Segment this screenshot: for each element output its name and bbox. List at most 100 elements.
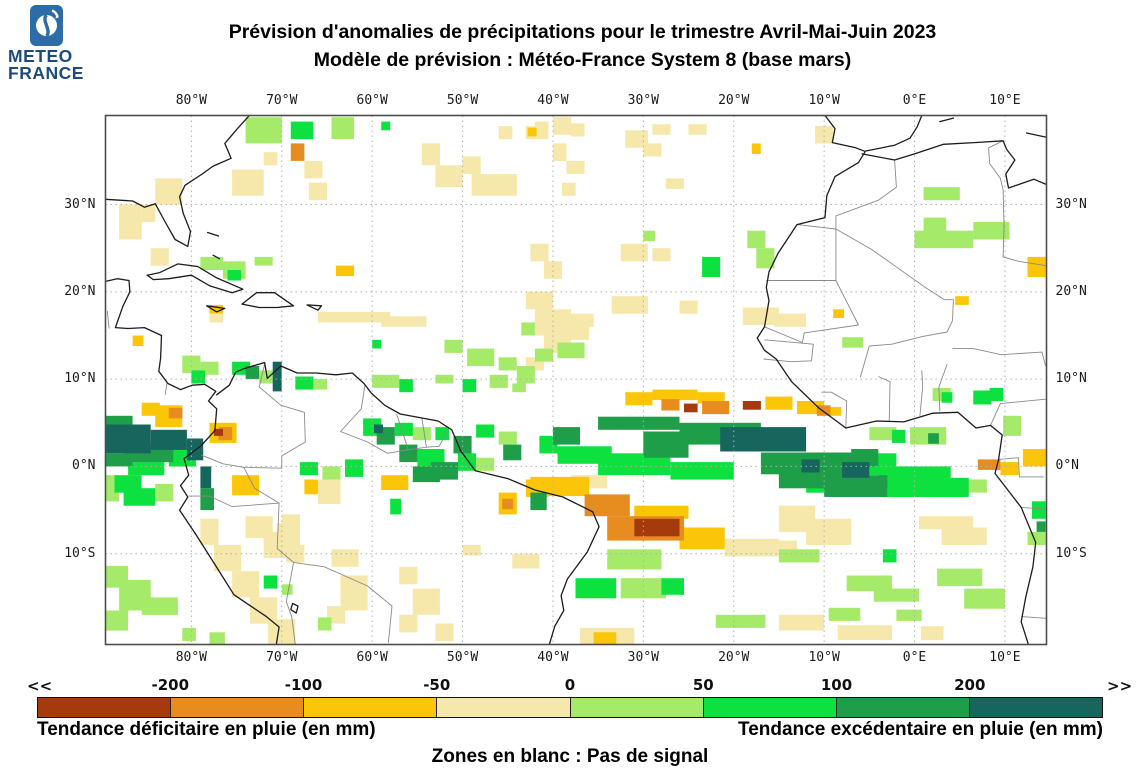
anomaly-cell	[336, 265, 355, 277]
anomaly-cell	[200, 518, 219, 545]
colorbar-segment	[569, 698, 703, 717]
anomaly-cell	[313, 379, 327, 390]
anomaly-cell	[815, 126, 834, 144]
anomaly-cell	[973, 390, 992, 405]
anomaly-cell	[620, 243, 648, 262]
anomaly-cell	[720, 427, 807, 452]
anomaly-cell	[1000, 462, 1019, 476]
anomaly-cell	[263, 152, 278, 166]
colorbar-segment	[170, 698, 304, 717]
legend-deficit-label: Tendance déficitaire en pluie (en mm)	[37, 719, 376, 740]
legend-excess-label: Tendance excédentaire en pluie (en mm)	[738, 719, 1103, 740]
title-block: Prévision d'anomalies de précipitations …	[110, 18, 1055, 74]
anomaly-cell	[462, 156, 481, 174]
anomaly-cell	[182, 355, 201, 374]
anomaly-cell	[209, 632, 225, 645]
lon-tick-top: 10°W	[808, 93, 840, 108]
colorbar-tick-label: 50	[692, 676, 714, 694]
country-border	[764, 280, 859, 343]
no-signal-note: Zones en blanc : Pas de signal	[431, 746, 709, 767]
lon-tick-bottom: 10°W	[808, 650, 840, 665]
country-border	[340, 385, 449, 454]
anomaly-cell	[778, 470, 834, 489]
anomaly-cell	[611, 296, 648, 314]
page-subtitle: Modèle de prévision : Météo-France Syste…	[313, 49, 852, 71]
anomaly-cell	[973, 222, 1010, 240]
anomaly-cell	[562, 182, 576, 196]
country-border	[835, 159, 897, 217]
anomaly-cell	[317, 617, 332, 631]
anomaly-cell	[502, 498, 514, 510]
country-border	[1021, 616, 1047, 619]
country-border	[164, 382, 168, 395]
lat-tick-left: 20°N	[64, 283, 96, 299]
anomaly-cell	[527, 127, 537, 137]
anomaly-cell	[340, 575, 368, 611]
anomaly-cell	[679, 300, 698, 314]
anomaly-cell	[498, 357, 517, 371]
anomaly-cell	[625, 130, 648, 148]
anomaly-cell	[643, 431, 689, 458]
coastline	[206, 231, 220, 237]
anomaly-cell	[552, 143, 567, 161]
anomaly-cell	[702, 256, 721, 277]
anomaly-cell	[530, 243, 549, 262]
country-border	[106, 310, 110, 329]
anomaly-cell	[476, 457, 495, 471]
anomaly-cell	[964, 588, 1005, 609]
colorbar-tick-label: 200	[954, 676, 986, 694]
anomaly-cell	[263, 575, 278, 589]
lon-tick-top: 20°W	[718, 93, 750, 108]
anomaly-cell	[232, 475, 260, 496]
anomaly-cell	[557, 313, 594, 327]
anomaly-cell	[806, 518, 852, 545]
anomaly-cell	[941, 392, 953, 403]
anomaly-cell	[308, 182, 327, 201]
anomaly-cell	[476, 424, 495, 438]
anomaly-cell	[846, 575, 892, 592]
coastline	[146, 263, 244, 294]
country-border	[396, 413, 409, 450]
lon-tick-bottom: 30°W	[627, 650, 659, 665]
lat-tick-right: 20°N	[1055, 283, 1087, 299]
anomaly-cell	[571, 123, 585, 137]
anomaly-cell	[607, 549, 662, 570]
colorbar-segment	[835, 698, 969, 717]
anomaly-cell	[186, 438, 204, 461]
anomaly-cell	[412, 466, 440, 483]
colorbar-tick-label: 100	[820, 676, 853, 694]
anomaly-cell	[1027, 256, 1046, 277]
anomaly-cell	[119, 204, 142, 240]
anomaly-cell	[652, 389, 698, 401]
map-border	[104, 114, 1048, 646]
country-border	[821, 391, 848, 429]
anomaly-cell	[824, 475, 888, 497]
anomaly-cell	[200, 488, 214, 510]
anomaly-cell	[833, 309, 844, 318]
anomaly-cell	[1003, 415, 1022, 436]
anomaly-cell	[830, 407, 842, 416]
anomaly-cell	[684, 403, 698, 413]
anomaly-cell	[914, 230, 974, 249]
lon-tick-top: 0°E	[902, 93, 927, 108]
anomaly-cell	[141, 597, 178, 615]
anomaly-cell	[525, 291, 553, 310]
anomaly-cell	[214, 545, 242, 572]
anomaly-cell	[412, 588, 440, 615]
anomaly-cell	[168, 407, 183, 419]
country-border	[988, 140, 1046, 267]
anomaly-cell	[399, 379, 413, 393]
anomaly-cell	[679, 527, 725, 550]
country-border	[201, 364, 306, 469]
anomaly-cell	[742, 401, 761, 410]
page-title: Prévision d'anomalies de précipitations …	[228, 21, 937, 43]
lon-tick-top: 80°W	[175, 93, 208, 108]
anomaly-cell	[571, 326, 590, 340]
anomaly-cell	[232, 169, 264, 196]
country-border	[285, 562, 296, 645]
anomaly-cell	[200, 466, 212, 489]
meteo-france-logo-icon	[30, 5, 63, 46]
coastline	[105, 278, 280, 645]
anomaly-cell	[105, 415, 133, 425]
